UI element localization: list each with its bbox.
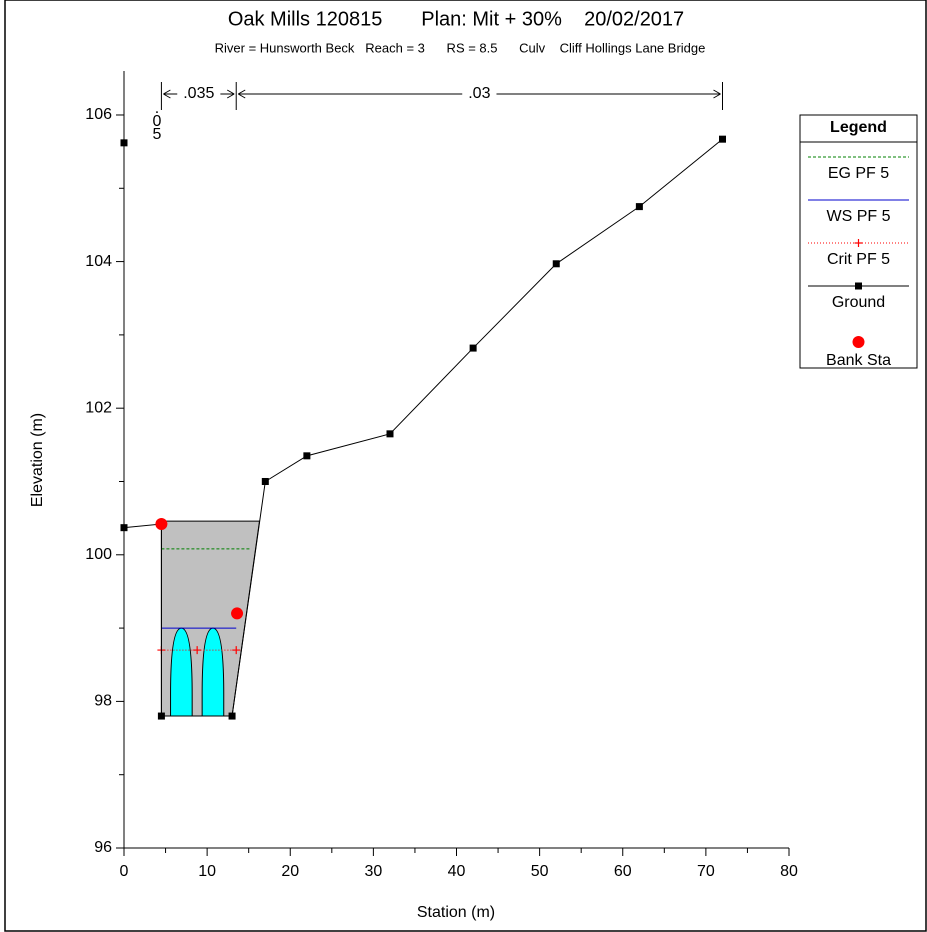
x-tick-label: 30 [364,863,382,880]
legend-label: EG PF 5 [828,165,889,182]
frame [4,0,927,932]
chart-subtitle: River = Hunsworth Beck Reach = 3 RS = 8.… [215,40,706,55]
manning-n: .05 [148,100,165,139]
ground-point [303,452,311,460]
ground-point [386,430,394,438]
ground-point [120,139,128,147]
y-tick-label: 98 [94,693,112,710]
x-tick-label: 70 [697,863,715,880]
crit-marker [232,646,241,655]
legend-label: Ground [832,294,885,311]
ground-point [719,135,726,143]
legend-label: Crit PF 5 [827,251,890,268]
culvert [201,627,225,717]
culvert [170,627,193,717]
crit-marker [854,239,863,247]
y-tick-label: 100 [85,546,112,563]
bank-station [155,518,168,531]
ground-point [157,712,165,720]
x-tick-label: 0 [120,863,129,880]
y-tick-label: 104 [85,253,112,270]
y-tick-label: 102 [85,399,112,416]
ground-point [469,344,477,352]
series-line [123,138,723,717]
bank-station [231,607,244,620]
crit-marker [193,646,202,655]
x-tick-label: 60 [614,863,632,880]
x-tick-label: 50 [531,863,549,880]
n-arrow [237,89,721,99]
x-tick-label: 10 [198,863,216,880]
y-axis-label: Elevation (m) [29,413,46,507]
ground-point [552,260,560,268]
x-axis-label: Station (m) [417,904,495,921]
manning-n: .03 [468,85,490,102]
x-tick-label: 80 [780,863,798,880]
x-tick-label: 20 [281,863,299,880]
ground-point [261,477,269,485]
legend-title: Legend [830,119,887,136]
ground-point [855,282,862,290]
ground-point [120,524,128,532]
x-tick-label: 40 [448,863,466,880]
ground-point [635,203,643,211]
legend-label: Bank Sta [826,352,891,369]
legend-label: WS PF 5 [826,208,890,225]
chart-title: Oak Mills 120815 Plan: Mit + 30% 20/02/2… [228,8,684,30]
n-arrow [163,89,235,99]
y-tick-label: 106 [85,106,112,123]
manning-n: .035 [183,85,214,102]
y-tick-label: 96 [94,839,112,856]
ground-point [228,712,236,720]
bank-station [852,336,865,348]
